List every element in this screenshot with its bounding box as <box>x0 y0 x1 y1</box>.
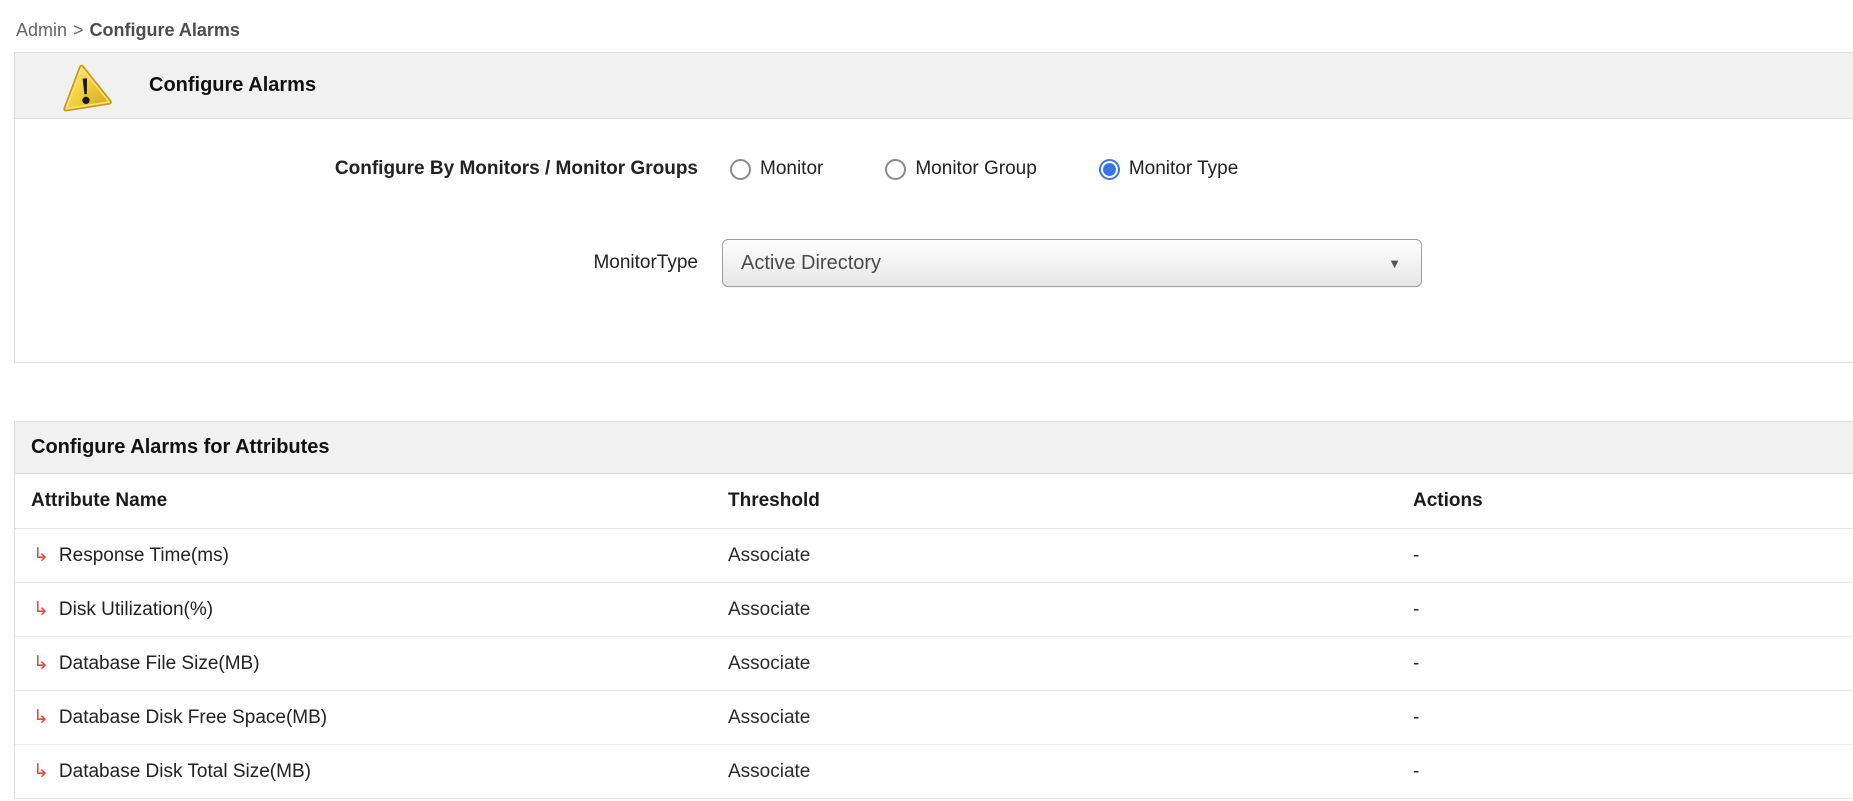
sub-item-arrow-icon: ↳ <box>33 545 49 566</box>
monitor-type-dropdown[interactable]: Active Directory ▼ <box>722 239 1422 287</box>
configure-by-row: Configure By Monitors / Monitor Groups M… <box>15 154 1853 184</box>
associate-link[interactable]: Associate <box>728 598 811 620</box>
monitor-type-row: MonitorType Active Directory ▼ <box>15 239 1853 287</box>
breadcrumb: Admin > Configure Alarms <box>0 0 1853 41</box>
table-row: ↳ Database File Size(MB) Associate - <box>15 637 1853 691</box>
breadcrumb-separator: > <box>73 20 84 40</box>
threshold-cell: Associate <box>728 653 1413 675</box>
configure-by-radio-group: Monitor Monitor Group Monitor Type <box>730 158 1238 180</box>
actions-cell: - <box>1413 706 1420 728</box>
associate-link[interactable]: Associate <box>728 544 811 566</box>
threshold-cell: Associate <box>728 599 1413 621</box>
attribute-name: Database File Size(MB) <box>58 652 260 674</box>
attributes-section: Configure Alarms for Attributes Attribut… <box>14 421 1853 799</box>
sub-item-arrow-icon: ↳ <box>33 707 49 728</box>
radio-button-icon <box>885 158 907 180</box>
sub-item-arrow-icon: ↳ <box>33 653 49 674</box>
table-row: ↳ Database Disk Total Size(MB) Associate - <box>15 745 1853 799</box>
radio-monitor-group[interactable]: Monitor Group <box>885 158 1037 180</box>
threshold-cell: Associate <box>728 707 1413 729</box>
associate-link[interactable]: Associate <box>728 652 811 674</box>
attribute-name: Response Time(ms) <box>58 544 229 566</box>
breadcrumb-current: Configure Alarms <box>89 20 240 40</box>
panel-header: Configure Alarms <box>15 53 1853 119</box>
table-row: ↳ Response Time(ms) Associate - <box>15 529 1853 583</box>
table-row: ↳ Disk Utilization(%) Associate - <box>15 583 1853 637</box>
attribute-name-cell: ↳ Database Disk Total Size(MB) <box>15 760 728 783</box>
radio-monitor[interactable]: Monitor <box>730 158 823 180</box>
column-header-actions: Actions <box>1413 490 1483 511</box>
attribute-name-cell: ↳ Disk Utilization(%) <box>15 598 728 621</box>
column-header-attribute-name: Attribute Name <box>31 490 168 511</box>
radio-label: Monitor Group <box>915 158 1037 179</box>
actions-cell: - <box>1413 652 1420 674</box>
table-row: ↳ Database Disk Free Space(MB) Associate - <box>15 691 1853 745</box>
table-body: ↳ Response Time(ms) Associate - ↳ Disk Utiliz… <box>15 529 1853 799</box>
actions-cell: - <box>1413 598 1420 620</box>
radio-label: Monitor Type <box>1128 158 1239 179</box>
breadcrumb-admin[interactable]: Admin <box>16 20 68 40</box>
radio-monitor-type[interactable]: Monitor Type <box>1098 158 1239 180</box>
associate-link[interactable]: Associate <box>728 760 811 782</box>
actions-cell: - <box>1413 760 1420 782</box>
sub-item-arrow-icon: ↳ <box>33 599 49 620</box>
radio-button-icon <box>1098 158 1120 180</box>
monitor-type-label: MonitorType <box>593 252 698 273</box>
table-header-row: Attribute Name Threshold Actions <box>15 474 1853 529</box>
column-header-threshold: Threshold <box>728 490 820 511</box>
panel-body: Configure By Monitors / Monitor Groups M… <box>15 119 1853 362</box>
threshold-cell: Associate <box>728 545 1413 567</box>
associate-link[interactable]: Associate <box>728 706 811 728</box>
threshold-cell: Associate <box>728 761 1413 783</box>
attributes-section-title: Configure Alarms for Attributes <box>31 436 330 458</box>
radio-button-icon <box>730 158 751 180</box>
panel-title: Configure Alarms <box>149 74 317 96</box>
warning-triangle-icon <box>57 61 113 117</box>
attribute-name: Disk Utilization(%) <box>58 598 214 620</box>
sub-item-arrow-icon: ↳ <box>33 761 49 782</box>
configure-by-label: Configure By Monitors / Monitor Groups <box>334 158 698 179</box>
attribute-name: Database Disk Free Space(MB) <box>58 706 328 728</box>
attributes-section-header: Configure Alarms for Attributes <box>15 422 1853 474</box>
attribute-name-cell: ↳ Database Disk Free Space(MB) <box>15 706 728 729</box>
attribute-name-cell: ↳ Response Time(ms) <box>15 544 728 567</box>
attribute-name-cell: ↳ Database File Size(MB) <box>15 652 728 675</box>
radio-label: Monitor <box>760 158 824 179</box>
actions-cell: - <box>1413 544 1420 566</box>
attribute-name: Database Disk Total Size(MB) <box>58 760 311 782</box>
chevron-down-icon: ▼ <box>1388 255 1401 271</box>
configure-alarms-panel: Configure Alarms Configure By Monitors /… <box>14 52 1853 363</box>
monitor-type-selected-value: Active Directory <box>741 251 882 274</box>
